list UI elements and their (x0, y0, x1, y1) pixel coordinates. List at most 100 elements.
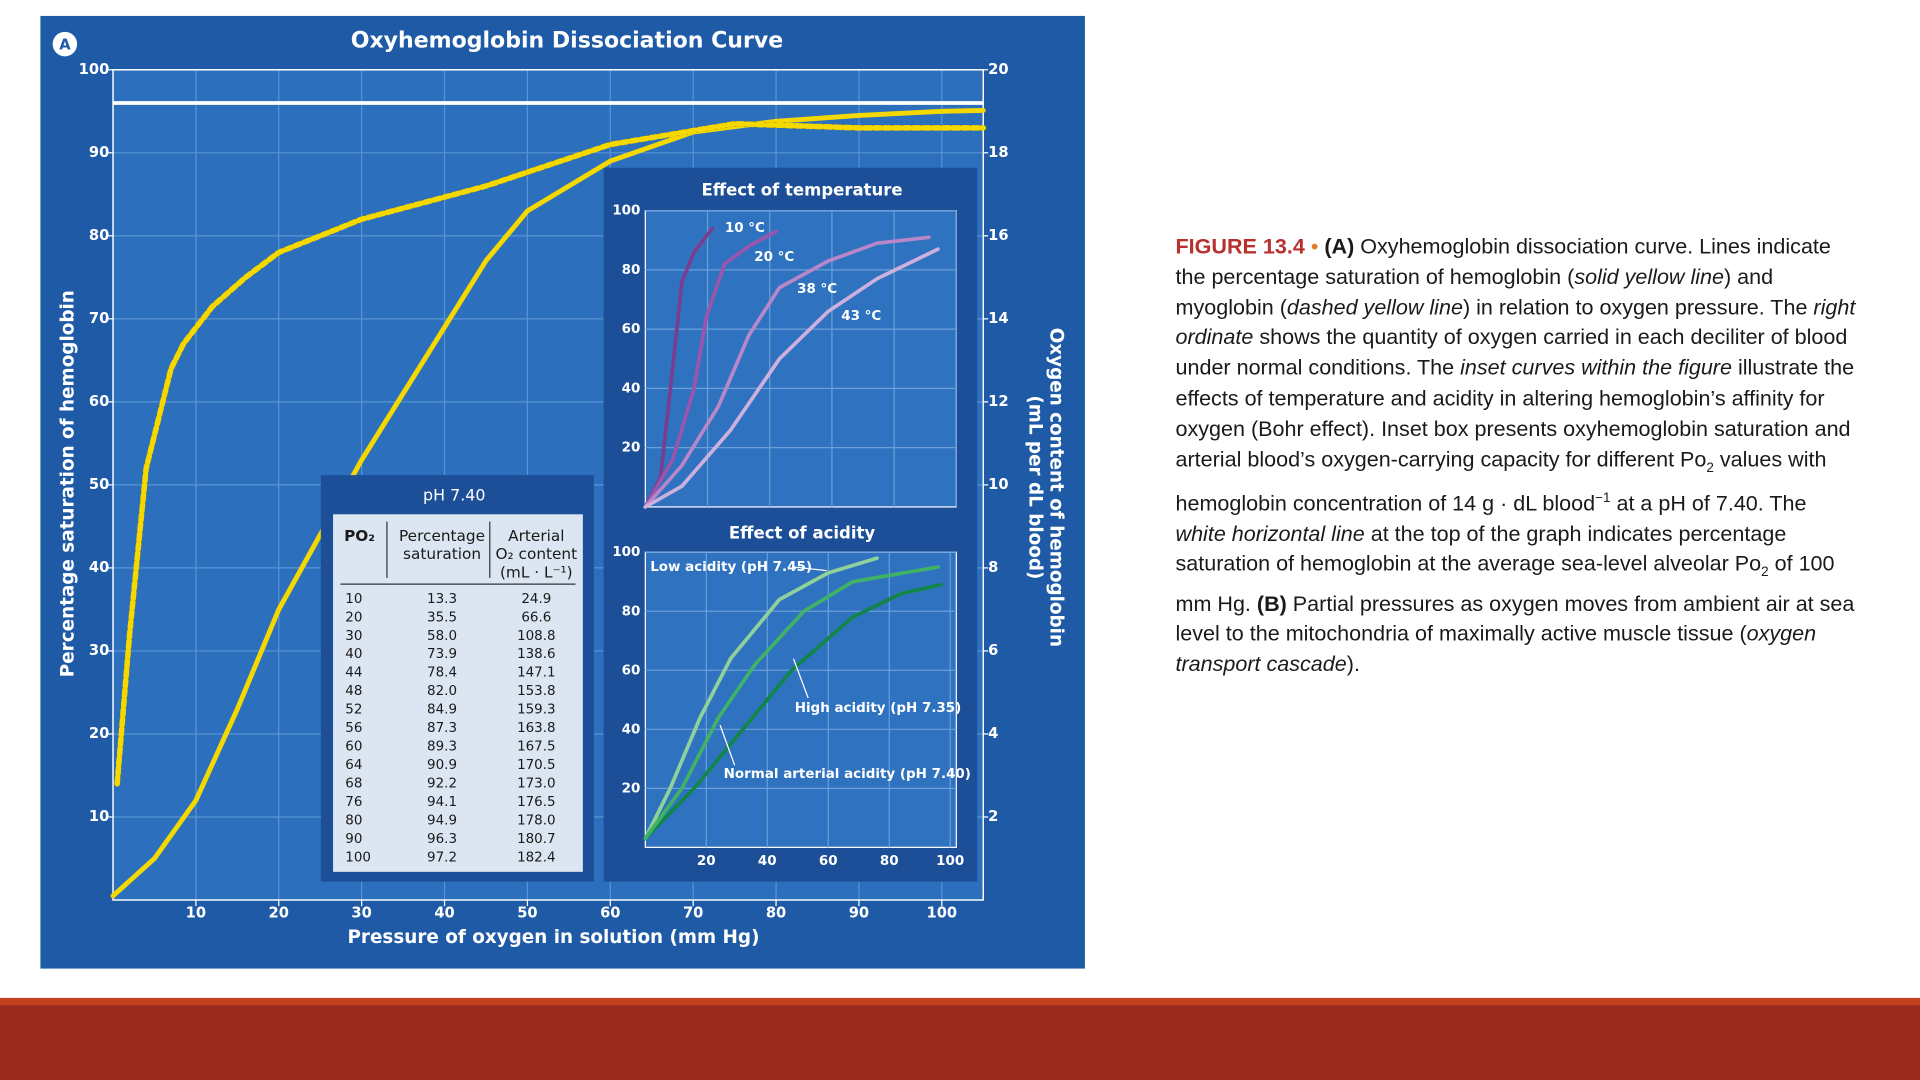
table-cell: 76 (345, 795, 362, 810)
table-cell: 84.9 (427, 703, 457, 718)
caption-text: at a pH of 7.40. The (1610, 490, 1807, 516)
curve-label: 43 °C (841, 309, 881, 324)
x-tick-label: 30 (351, 904, 371, 921)
chart-title: Oxyhemoglobin Dissociation Curve (351, 29, 783, 54)
x-axis-label: Pressure of oxygen in solution (mm Hg) (347, 927, 759, 948)
table-cell: 170.5 (517, 758, 556, 773)
y-tick-label: 60 (622, 663, 641, 678)
inset-title: Effect of acidity (729, 523, 876, 542)
data-line (643, 565, 940, 841)
data-line (643, 582, 943, 841)
acidity-plot: 20 40 60 80 100 20 40 60 80 100 Low acidity (pH 7.… (612, 545, 971, 869)
y-tick-label: 60 (89, 393, 109, 410)
y2-tick-label: 4 (988, 725, 998, 742)
data-line (110, 108, 986, 899)
table-cell: 97.2 (427, 851, 457, 866)
y2-tick-label: 2 (988, 808, 998, 825)
label-leader (792, 658, 809, 699)
table-cell: 94.1 (427, 795, 457, 810)
bullet: • (1310, 233, 1319, 259)
table-cell: 89.3 (427, 740, 457, 755)
table-cell: 138.6 (517, 647, 556, 662)
table-cell: 80 (345, 814, 362, 829)
caption-bold: (A) (1324, 233, 1355, 259)
y2-tick-label: 18 (988, 144, 1008, 161)
y-tick-label: 100 (612, 204, 640, 219)
table-cell: 180.7 (517, 832, 556, 847)
x-tick-label: 100 (936, 854, 964, 869)
y2-tick-label: 20 (988, 61, 1008, 78)
y2-tick-label: 6 (988, 642, 998, 659)
table-cell: 30 (345, 629, 362, 644)
caption-text: of 100 mm Hg. (1175, 551, 1835, 616)
table-cell: 48 (345, 684, 362, 699)
table-cell: 20 (345, 610, 362, 625)
table-cell: 56 (345, 721, 362, 736)
curve-label: High acidity (pH 7.35) (795, 701, 962, 716)
caption-text: shows the quantity of oxygen carried in … (1175, 324, 1848, 380)
table-cell: 10 (345, 592, 362, 607)
table-cell: 108.8 (517, 629, 556, 644)
y-tick-label: 60 (622, 322, 641, 337)
x-tick-label: 70 (683, 904, 703, 921)
caption-subscript: 2 (1706, 460, 1714, 476)
data-line (643, 247, 940, 509)
table-cell: 173.0 (517, 777, 556, 792)
x-tick-label: 80 (766, 904, 786, 921)
table-cell: 40 (345, 647, 362, 662)
y-tick-label: 20 (89, 725, 109, 742)
table-header: O₂ content (496, 545, 578, 563)
footer-bar (0, 997, 1920, 1080)
y-tick-label: 20 (622, 441, 641, 456)
caption-text: ) and myoglobin ( (1175, 264, 1774, 320)
y-tick-label: 100 (612, 545, 640, 560)
y2-tick-label: 12 (988, 393, 1008, 410)
table-cell: 178.0 (517, 814, 556, 829)
table-cell: 182.4 (517, 851, 556, 866)
table-cell: 96.3 (427, 832, 457, 847)
table-cell: 87.3 (427, 721, 457, 736)
table-cell: 44 (345, 666, 362, 681)
caption-italic: right ordinate (1175, 294, 1856, 350)
x-tick-label: 10 (186, 904, 206, 921)
table-cell: 35.5 (427, 610, 457, 625)
temperature-plot: 20 40 60 80 100 10 °C 20 °C 38 °C 43 °C (612, 204, 957, 509)
table-cell: 82.0 (427, 684, 457, 699)
plot-area (644, 551, 957, 848)
x-tick-label: 100 (926, 904, 957, 921)
caption-italic: oxygen transport cascade (1175, 621, 1817, 677)
y-tick-label: 40 (622, 381, 641, 396)
x-tick-label: 50 (517, 904, 537, 921)
table-cell: 159.3 (517, 703, 556, 718)
table-title: pH 7.40 (423, 485, 486, 504)
data-line (114, 121, 987, 787)
table-cell: 66.6 (521, 610, 551, 625)
table-cell: 68 (345, 777, 362, 792)
x-tick-label: 60 (819, 854, 838, 869)
y2-tick-label: 8 (988, 559, 998, 576)
table-header: (mL · L⁻¹) (500, 564, 573, 582)
x-tick-label: 20 (269, 904, 289, 921)
x-tick-label: 20 (697, 854, 716, 869)
figure-number: FIGURE 13.4 (1175, 233, 1305, 259)
y-tick-label: 40 (622, 722, 641, 737)
curve-label: Low acidity (pH 7.45) (650, 560, 812, 575)
curve-label: Normal arterial acidity (pH 7.40) (724, 767, 971, 782)
caption-subscript: 2 (1761, 565, 1769, 581)
plot-area (644, 210, 957, 508)
plot-frame (112, 69, 985, 901)
y-tick-label: 100 (79, 61, 110, 78)
data-line (643, 229, 779, 509)
table-cell: 92.2 (427, 777, 457, 792)
caption-italic: inset curves within the figure (1460, 355, 1732, 380)
label-leader (719, 724, 736, 766)
table-header: PO₂ (344, 527, 375, 545)
table-cell: 94.9 (427, 814, 457, 829)
y-tick-label: 90 (89, 144, 109, 161)
table-cell: 52 (345, 703, 362, 718)
panel-badge (52, 31, 78, 57)
data-line (643, 235, 931, 509)
panel-label: A (59, 36, 71, 53)
table-cell: 100 (345, 851, 371, 866)
